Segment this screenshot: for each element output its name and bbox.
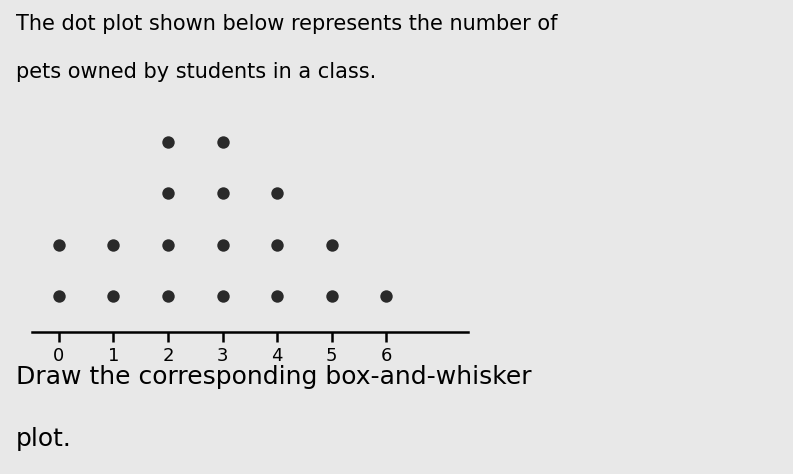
Point [325,241,338,248]
Point [52,292,65,300]
Point [162,241,174,248]
Point [216,292,229,300]
Point [270,241,283,248]
Text: plot.: plot. [16,427,71,451]
Point [162,292,174,300]
Point [325,292,338,300]
Point [162,138,174,146]
Text: pets owned by students in a class.: pets owned by students in a class. [16,62,376,82]
Point [380,292,393,300]
Point [162,190,174,197]
Point [107,241,120,248]
Point [107,292,120,300]
Text: The dot plot shown below represents the number of: The dot plot shown below represents the … [16,14,557,34]
Point [270,190,283,197]
Point [270,292,283,300]
Point [216,138,229,146]
Text: Draw the corresponding box-and-whisker: Draw the corresponding box-and-whisker [16,365,531,389]
Point [52,241,65,248]
Point [216,190,229,197]
Point [216,241,229,248]
